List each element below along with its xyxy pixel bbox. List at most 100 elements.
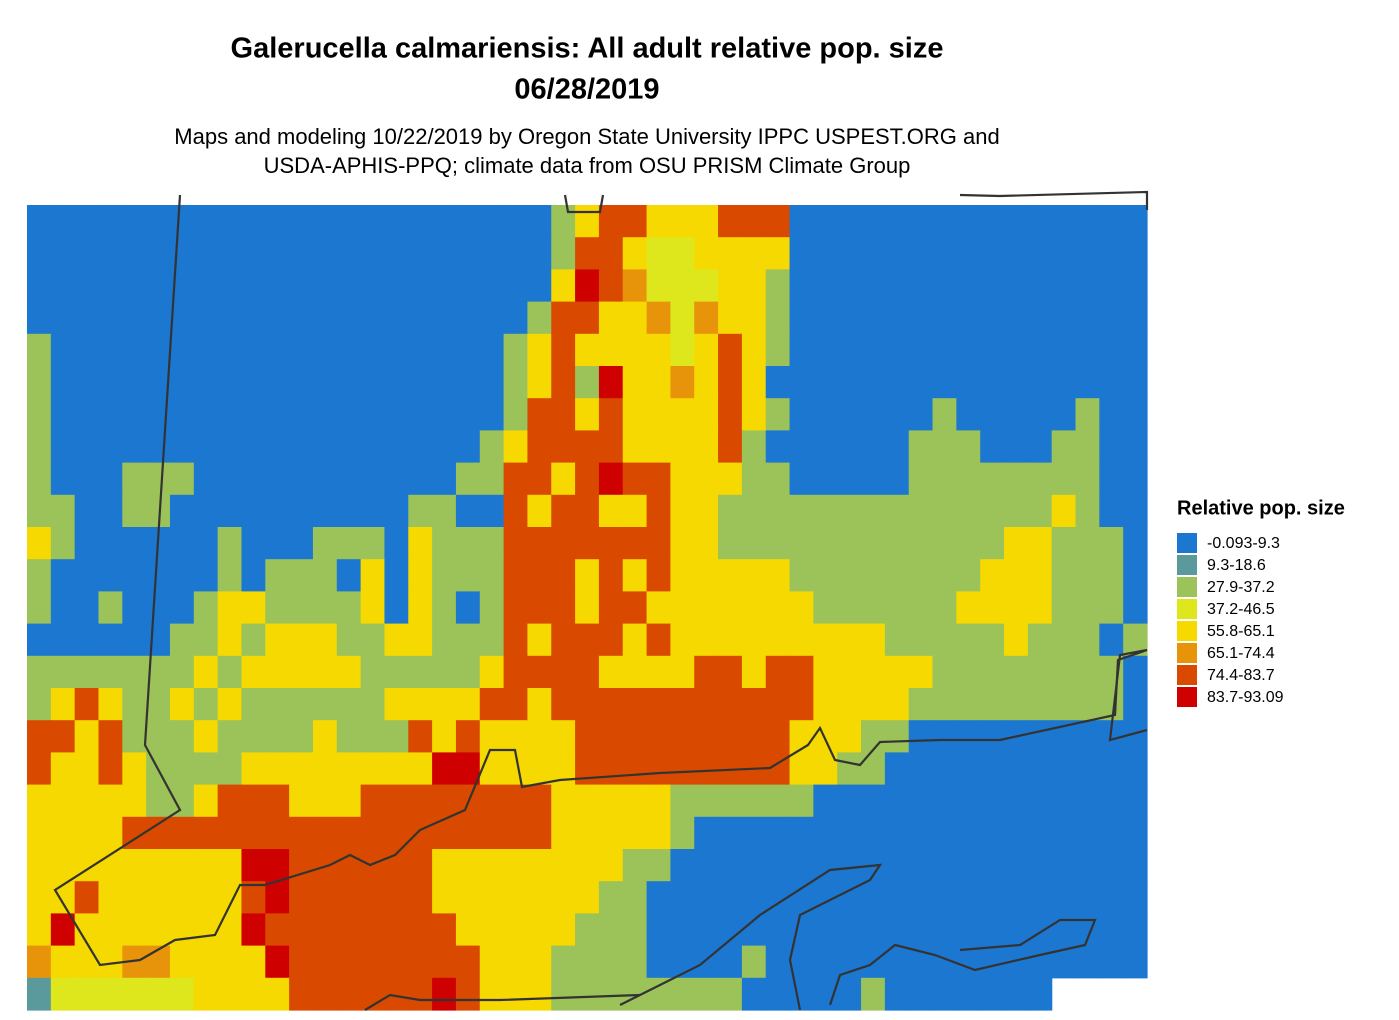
raster-cell bbox=[980, 720, 1005, 753]
raster-cell bbox=[789, 688, 814, 721]
raster-cell bbox=[1123, 913, 1148, 947]
raster-cell bbox=[932, 720, 957, 753]
raster-cell bbox=[74, 720, 100, 753]
raster-cell bbox=[765, 945, 791, 979]
raster-cell bbox=[193, 655, 219, 689]
raster-cell bbox=[1075, 849, 1100, 882]
raster-cell bbox=[598, 655, 624, 689]
raster-cell bbox=[837, 301, 862, 335]
raster-cell bbox=[980, 849, 1005, 882]
map-title: Galerucella calmariensis: All adult rela… bbox=[231, 33, 944, 65]
raster-cell bbox=[932, 462, 957, 496]
raster-cell bbox=[146, 816, 171, 850]
raster-cell bbox=[169, 527, 195, 560]
raster-cell bbox=[646, 849, 672, 882]
raster-cell bbox=[956, 881, 981, 914]
raster-cell bbox=[146, 430, 171, 464]
raster-cell bbox=[1099, 462, 1124, 496]
raster-cell bbox=[932, 559, 957, 592]
raster-cell bbox=[50, 816, 76, 850]
raster-cell bbox=[479, 623, 505, 657]
raster-cell bbox=[575, 784, 600, 818]
raster-cell bbox=[670, 269, 695, 303]
raster-cell bbox=[265, 688, 290, 721]
raster-cell bbox=[479, 913, 505, 947]
raster-cell bbox=[1099, 398, 1124, 431]
raster-cell bbox=[908, 849, 934, 882]
raster-cell bbox=[1027, 752, 1053, 786]
raster-cell bbox=[622, 720, 648, 753]
raster-cell bbox=[575, 430, 600, 464]
raster-cell bbox=[741, 623, 767, 657]
raster-cell bbox=[122, 881, 147, 914]
raster-cell bbox=[312, 366, 338, 399]
raster-cell bbox=[265, 237, 290, 270]
raster-cell bbox=[122, 301, 147, 335]
raster-cell bbox=[837, 849, 862, 882]
raster-cell bbox=[312, 881, 338, 914]
raster-cell bbox=[1051, 849, 1077, 882]
raster-cell bbox=[289, 881, 314, 914]
raster-cell bbox=[575, 816, 600, 850]
raster-cell bbox=[193, 849, 219, 882]
raster-cell bbox=[861, 269, 886, 303]
raster-cell bbox=[551, 977, 576, 1011]
raster-cell bbox=[646, 752, 672, 786]
raster-cell bbox=[718, 559, 743, 592]
raster-cell bbox=[169, 977, 195, 1011]
raster-cell bbox=[1051, 752, 1077, 786]
raster-cell bbox=[932, 688, 957, 721]
raster-cell bbox=[694, 301, 719, 335]
raster-cell bbox=[861, 494, 886, 528]
raster-cell bbox=[694, 559, 719, 592]
raster-cell bbox=[741, 913, 767, 947]
raster-cell bbox=[241, 333, 266, 367]
raster-cell bbox=[503, 269, 529, 303]
raster-cell bbox=[1051, 913, 1077, 947]
raster-cell bbox=[622, 945, 648, 979]
raster-cell bbox=[503, 945, 529, 979]
raster-cell bbox=[1123, 816, 1148, 850]
raster-cell bbox=[98, 881, 123, 914]
raster-cell bbox=[169, 559, 195, 592]
raster-cell bbox=[455, 333, 481, 367]
raster-cell bbox=[718, 301, 743, 335]
raster-cell bbox=[813, 301, 838, 335]
raster-cell bbox=[1004, 784, 1029, 818]
raster-cell bbox=[837, 913, 862, 947]
raster-cell bbox=[527, 494, 552, 528]
raster-cell bbox=[193, 205, 219, 238]
raster-cell bbox=[861, 237, 886, 270]
raster-cell bbox=[646, 720, 672, 753]
raster-cell bbox=[980, 366, 1005, 399]
raster-cell bbox=[1099, 269, 1124, 303]
raster-cell bbox=[646, 333, 672, 367]
raster-cell bbox=[265, 301, 290, 335]
raster-cell bbox=[884, 333, 910, 367]
raster-cell bbox=[122, 527, 147, 560]
raster-cell bbox=[1004, 688, 1029, 721]
raster-cell bbox=[646, 591, 672, 625]
raster-cell bbox=[336, 913, 362, 947]
raster-cell bbox=[74, 237, 100, 270]
raster-cell bbox=[908, 430, 934, 464]
raster-cell bbox=[1027, 720, 1053, 753]
raster-cell bbox=[598, 366, 624, 399]
raster-cell bbox=[193, 559, 219, 592]
raster-cell bbox=[408, 881, 433, 914]
legend-swatch bbox=[1177, 555, 1197, 575]
raster-cell bbox=[217, 784, 243, 818]
raster-cell bbox=[527, 430, 552, 464]
raster-cell bbox=[312, 977, 338, 1011]
raster-cell bbox=[312, 494, 338, 528]
raster-cell bbox=[289, 816, 314, 850]
raster-cell bbox=[432, 366, 457, 399]
raster-cell bbox=[50, 591, 76, 625]
raster-cell bbox=[360, 430, 386, 464]
raster-cell bbox=[432, 945, 457, 979]
raster-cell bbox=[50, 720, 76, 753]
raster-cell bbox=[622, 881, 648, 914]
raster-cell bbox=[27, 849, 52, 882]
raster-cell bbox=[551, 205, 576, 238]
raster-cell bbox=[74, 527, 100, 560]
